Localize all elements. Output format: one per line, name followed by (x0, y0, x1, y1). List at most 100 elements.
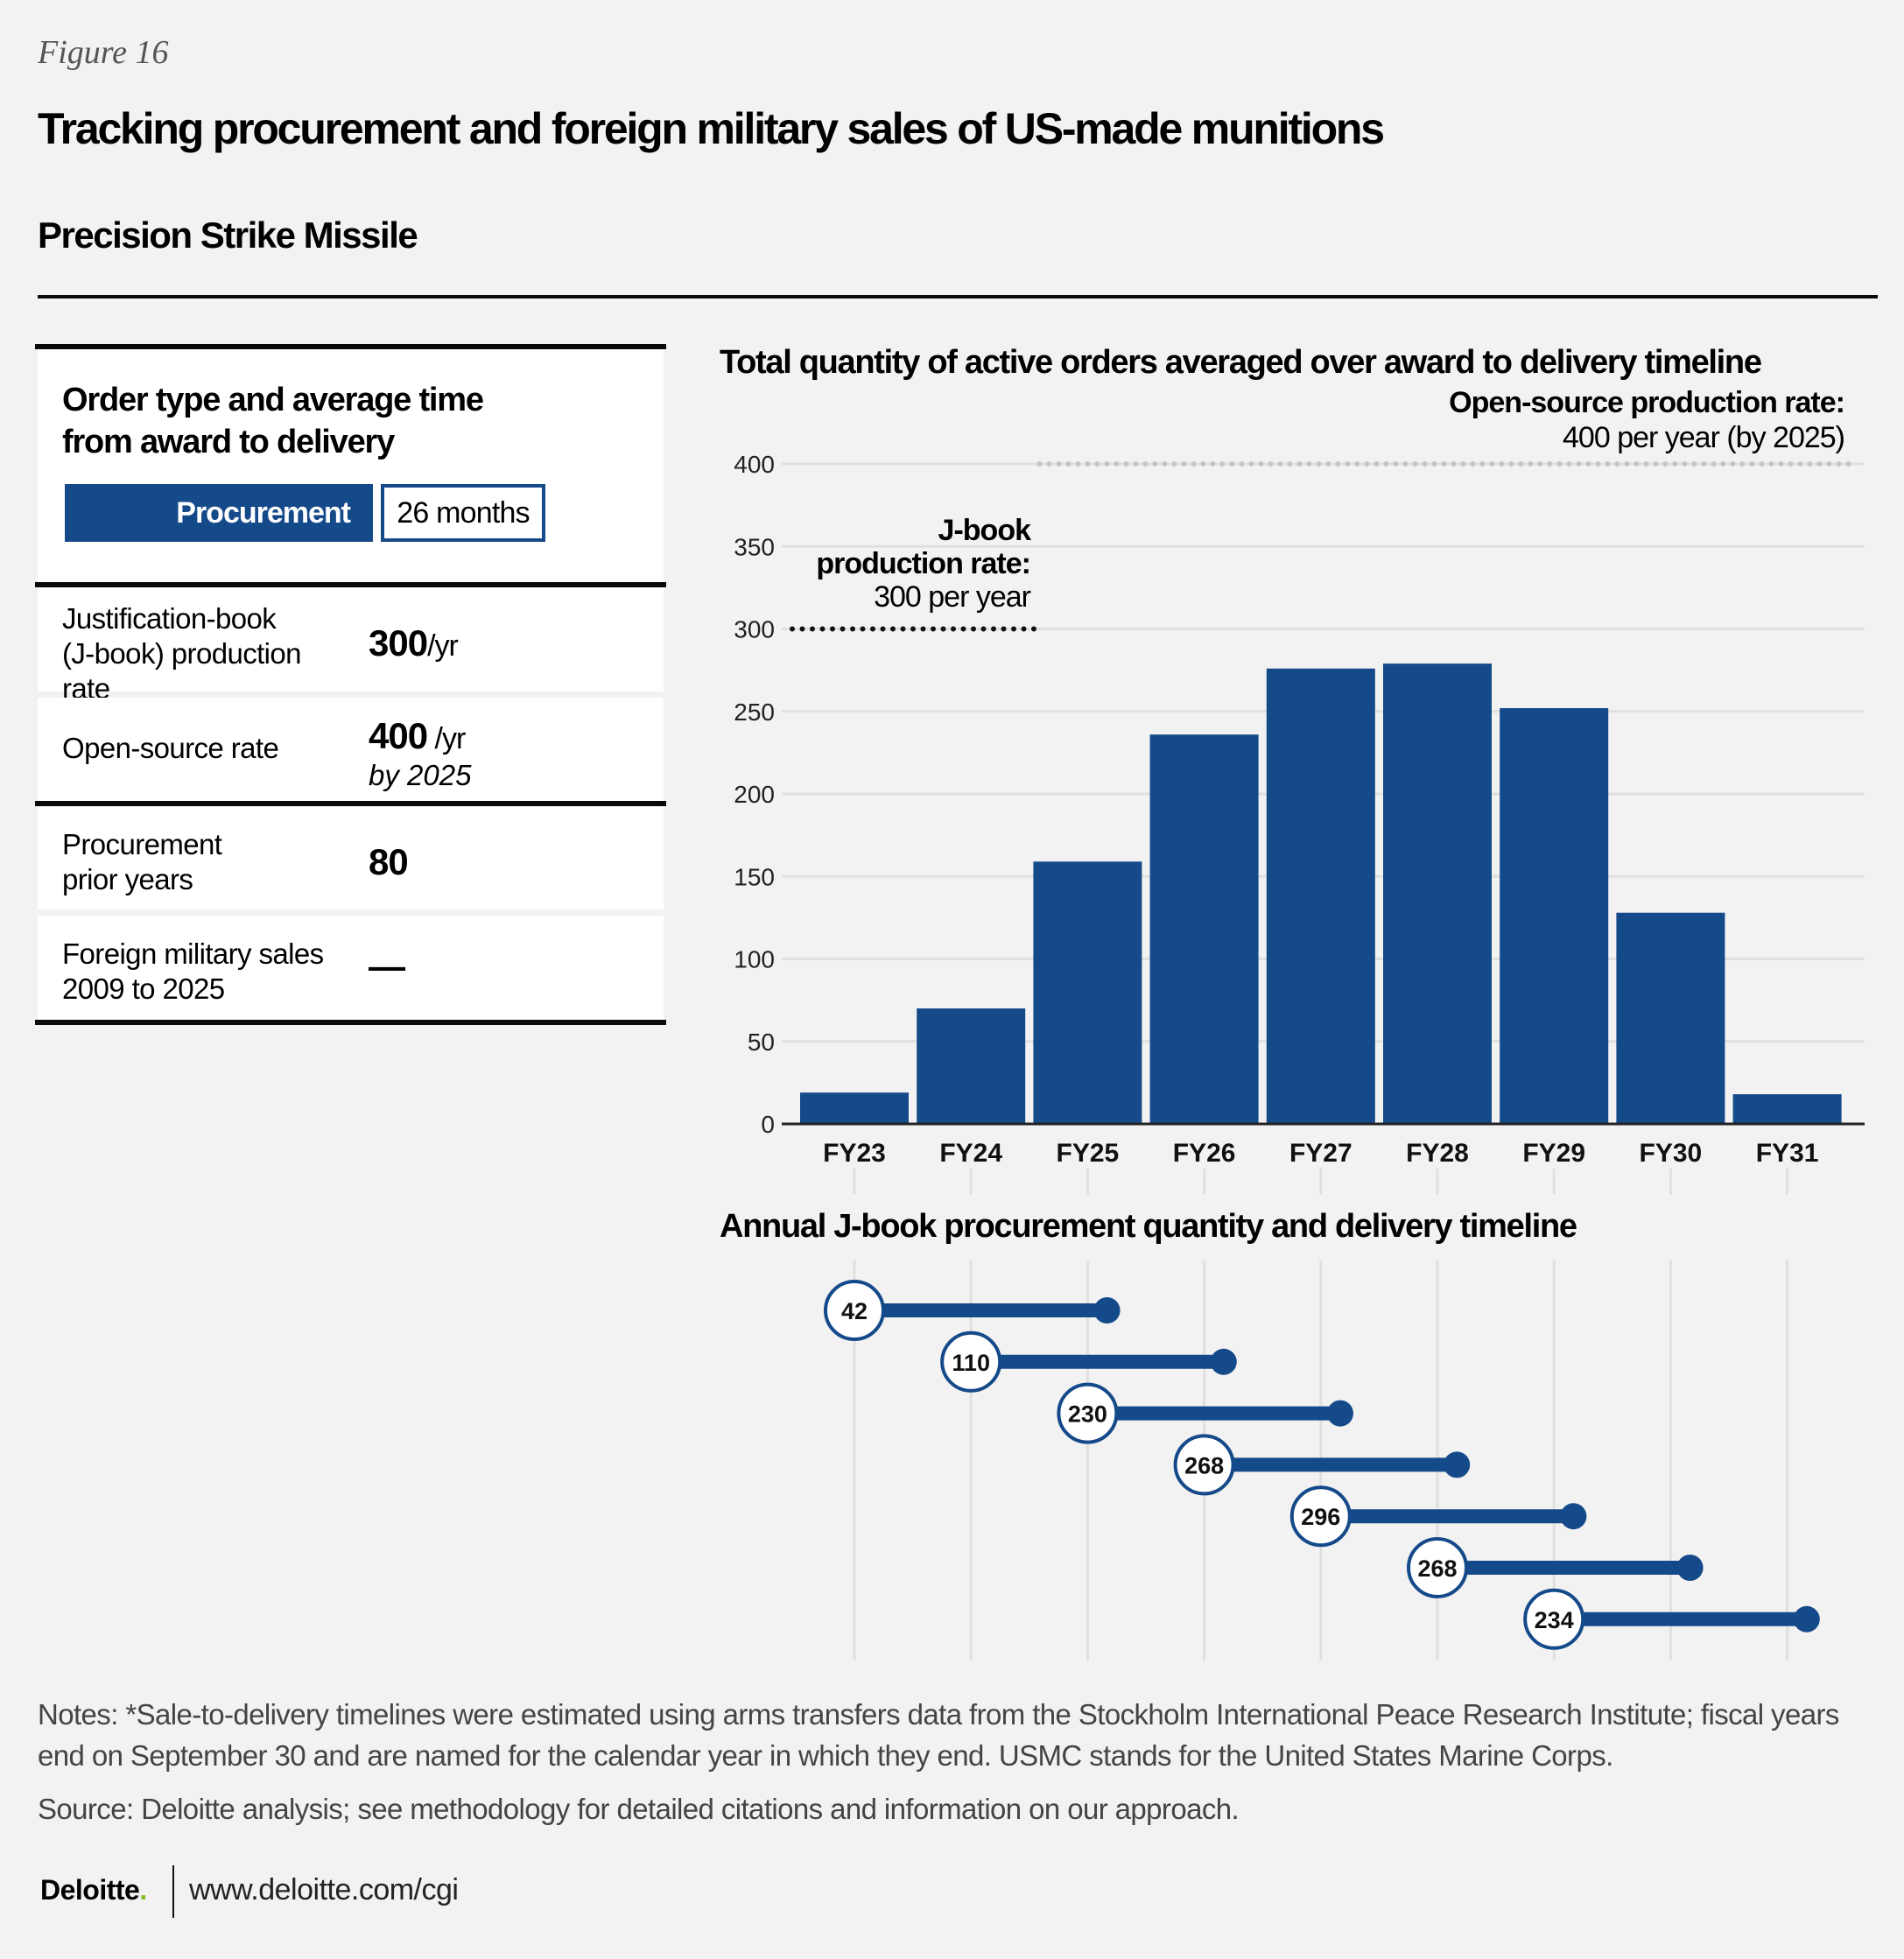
bar (1149, 734, 1259, 1124)
delivery-end-dot (1676, 1555, 1704, 1581)
annotation-text: 400 per year (by 2025) (1563, 421, 1845, 454)
value-unit: /yr (427, 629, 459, 663)
quantity-circle (1173, 1434, 1235, 1496)
row-label: Foreign military sales 2009 to 2025 (62, 937, 324, 1007)
y-tick-label: 250 (734, 699, 775, 726)
y-tick-label: 350 (734, 533, 775, 560)
quantity-circle (1407, 1537, 1468, 1598)
bar-chart-title: Total quantity of active orders averaged… (720, 344, 1762, 381)
x-tick-label: FY24 (939, 1139, 1002, 1168)
divider (38, 295, 1878, 298)
annotation-heading: production rate: (816, 547, 1031, 580)
notes: Notes: *Sale-to-delivery timelines were … (38, 1698, 1839, 1772)
bar (1266, 668, 1375, 1124)
bar (1616, 912, 1725, 1124)
order-time-badge: 26 months (381, 484, 545, 542)
quantity-circle (1057, 1382, 1119, 1444)
quantity-circle (940, 1331, 1002, 1393)
row-label: Justification-book (J-book) production r… (62, 601, 302, 706)
delivery-end-dot (1560, 1503, 1587, 1530)
row-gap (35, 692, 666, 698)
order-type-block: Order type and average time from award t… (38, 349, 664, 582)
section-subtitle: Precision Strike Missile (38, 214, 418, 256)
heading-line: Order type and average time (62, 382, 484, 418)
value-unit: /yr (427, 722, 467, 755)
label-line: prior years (62, 863, 193, 895)
x-tick-label: FY28 (1406, 1139, 1469, 1168)
row-gap (35, 909, 666, 916)
annotation-heading: Open-source production rate: (1449, 386, 1845, 419)
jbook-rate-annotation: J-book production rate: 300 per year (718, 514, 1031, 614)
summary-panel: Order type and average time from award t… (35, 344, 666, 1025)
y-tick-label: 200 (734, 781, 775, 808)
row-label: Procurement prior years (62, 827, 222, 897)
bar (1383, 664, 1492, 1124)
bar (1732, 1094, 1842, 1124)
open-source-rate-annotation: Open-source production rate: 400 per yea… (1449, 385, 1845, 455)
quantity-circle (1523, 1588, 1585, 1650)
label-line: (J-book) production (62, 637, 302, 670)
logo-dot: . (139, 1874, 147, 1906)
foreign-military-sales-row: Foreign military sales 2009 to 2025 — (38, 916, 664, 1020)
heading-line: from award to delivery (62, 424, 395, 460)
row-value: 80 (369, 841, 409, 882)
panel-divider (35, 582, 666, 587)
delivery-end-dot (1210, 1348, 1237, 1375)
bar (917, 1008, 1026, 1124)
quantity-label: 110 (952, 1350, 990, 1376)
y-tick-label: 100 (734, 946, 775, 973)
panel-border (35, 1020, 666, 1025)
logo-text: Deloitte (40, 1874, 140, 1906)
delivery-end-dot (1444, 1451, 1471, 1478)
y-tick-label: 150 (734, 863, 775, 890)
figure-label: Figure 16 (38, 34, 169, 71)
quantity-label: 268 (1417, 1555, 1457, 1582)
row-value: 400 /yr (369, 715, 467, 757)
row-label: Open-source rate (62, 732, 279, 764)
label-line: Foreign military sales (62, 937, 324, 970)
row-value: — (369, 945, 405, 987)
order-type-heading: Order type and average time from award t… (62, 379, 484, 463)
label-line: 2009 to 2025 (62, 972, 225, 1005)
y-tick-label: 50 (748, 1029, 775, 1056)
source: Source: Deloitte analysis; see methodolo… (38, 1793, 1240, 1825)
quantity-circle (824, 1280, 885, 1341)
label-line: Procurement (62, 828, 222, 860)
quantity-label: 42 (841, 1298, 868, 1324)
quantity-label: 230 (1068, 1401, 1107, 1428)
row-value-note: by 2025 (369, 759, 472, 791)
panel-divider (35, 801, 666, 806)
quantity-label: 268 (1184, 1452, 1224, 1478)
timeline-title: Annual J-book procurement quantity and d… (720, 1208, 1577, 1245)
bar (1033, 861, 1142, 1124)
y-tick-label: 400 (734, 451, 775, 478)
y-tick-label: 300 (734, 616, 775, 643)
bar (800, 1092, 909, 1124)
deloitte-logo: Deloitte. (40, 1874, 147, 1906)
jbook-rate-row: Justification-book (J-book) production r… (38, 587, 664, 705)
page-title: Tracking procurement and foreign militar… (38, 104, 1385, 153)
procurement-prior-years-row: Procurement prior years 80 (38, 806, 664, 909)
y-tick-label: 0 (761, 1111, 775, 1138)
annotation-heading: J-book (938, 514, 1031, 547)
x-tick-label: FY23 (823, 1139, 886, 1168)
x-tick-label: FY26 (1173, 1139, 1236, 1168)
open-source-rate-row: Open-source rate 400 /yr by 2025 (38, 698, 664, 801)
quantity-label: 296 (1301, 1504, 1340, 1530)
annotation-text: 300 per year (874, 580, 1031, 614)
x-tick-label: FY31 (1756, 1139, 1819, 1168)
footer-divider (172, 1865, 174, 1918)
label-line: Justification-book (62, 602, 277, 635)
row-value: 300/yr (369, 622, 459, 664)
quantity-circle (1289, 1485, 1352, 1548)
bar (1500, 707, 1609, 1124)
delivery-end-dot (1093, 1297, 1121, 1324)
x-tick-label: FY29 (1522, 1139, 1585, 1168)
x-tick-label: FY30 (1640, 1139, 1703, 1168)
website-link[interactable]: www.deloitte.com/cgi (189, 1873, 459, 1906)
value-number: 400 (369, 715, 428, 756)
x-tick-label: FY27 (1289, 1139, 1352, 1168)
x-tick-label: FY25 (1057, 1139, 1120, 1168)
delivery-end-dot (1327, 1400, 1353, 1427)
